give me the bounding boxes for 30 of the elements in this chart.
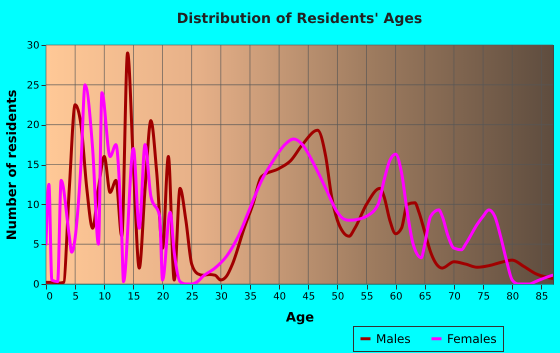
y-tick-label: 15 bbox=[26, 160, 40, 171]
x-tick-label: 15 bbox=[128, 292, 140, 302]
x-tick-label: 45 bbox=[302, 292, 316, 302]
x-tick-label: 0 bbox=[46, 292, 53, 302]
x-tick-label: 70 bbox=[448, 292, 461, 302]
x-tick-label: 50 bbox=[332, 292, 344, 302]
x-tick-label: 65 bbox=[418, 292, 432, 302]
legend-label: Females bbox=[447, 332, 497, 346]
x-tick-label: 40 bbox=[273, 292, 286, 302]
x-tick-label: 60 bbox=[390, 292, 403, 302]
x-tick-label: 10 bbox=[98, 292, 112, 302]
y-axis-title: Number of residents bbox=[4, 89, 20, 240]
y-tick-label: 30 bbox=[26, 40, 40, 52]
x-tick-label: 35 bbox=[244, 292, 257, 302]
x-tick-label: 30 bbox=[214, 292, 228, 302]
x-tick-label: 75 bbox=[477, 292, 490, 302]
y-tick-label: 10 bbox=[26, 200, 40, 211]
x-tick-label: 85 bbox=[535, 292, 548, 302]
y-tick-label: 25 bbox=[26, 80, 40, 92]
x-axis-title: Age bbox=[286, 310, 314, 326]
x-tick-label: 25 bbox=[186, 292, 199, 302]
y-tick-label: 5 bbox=[33, 240, 40, 251]
x-tick-label: 80 bbox=[506, 292, 520, 302]
y-tick-label: 0 bbox=[33, 280, 40, 290]
y-tick-label: 20 bbox=[26, 120, 40, 132]
x-tick-label: 5 bbox=[72, 292, 79, 302]
x-tick-label: 55 bbox=[360, 292, 374, 302]
legend-label: Males bbox=[376, 332, 411, 346]
x-tick-label: 20 bbox=[156, 292, 170, 302]
chart-title: Distribution of Residents' Ages bbox=[176, 11, 422, 27]
